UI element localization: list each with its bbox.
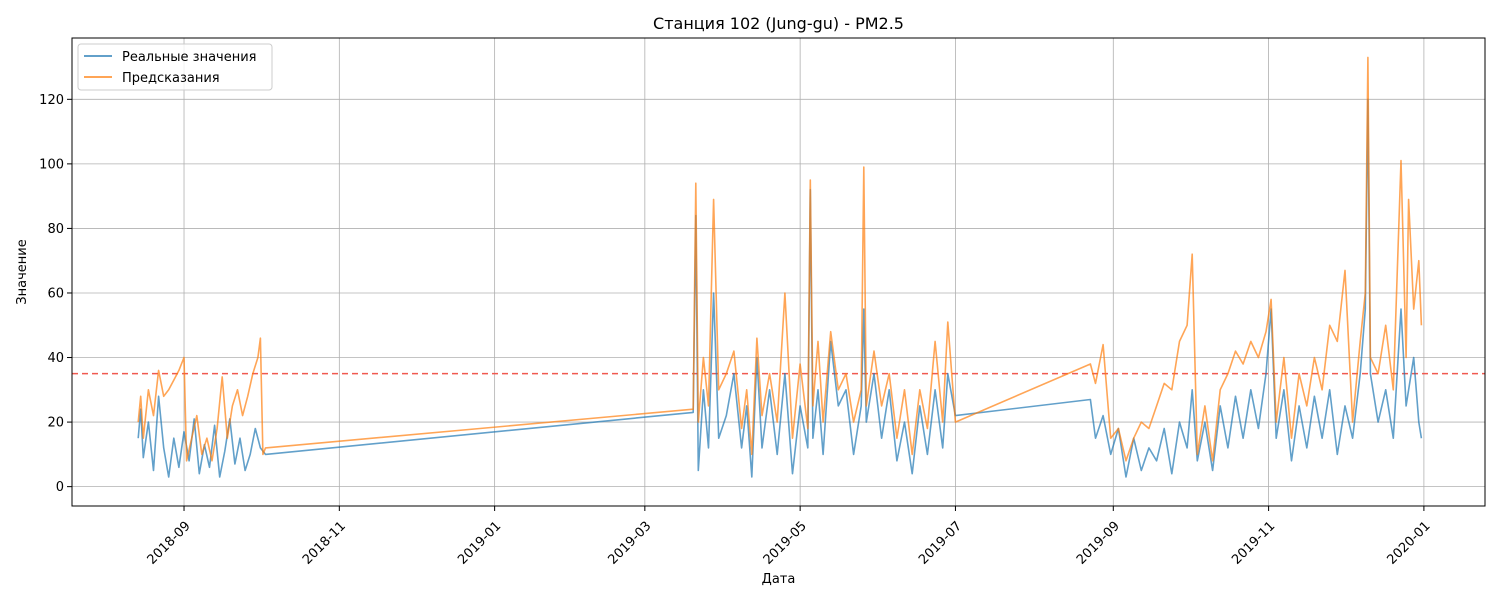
y-tick-label: 40: [47, 351, 64, 366]
y-tick-label: 20: [47, 416, 64, 431]
legend: Реальные значения Предсказания: [77, 43, 273, 91]
chart-title: Станция 102 (Jung-gu) - PM2.5: [653, 14, 904, 33]
y-tick-label: 100: [39, 157, 64, 172]
y-tick-label: 60: [47, 286, 64, 301]
series-line-predicted: [137, 56, 1423, 462]
y-axis-title: Значение: [15, 239, 30, 304]
x-axis-title: Дата: [762, 572, 796, 587]
legend-label-predicted: Предсказания: [122, 71, 220, 86]
grid: [72, 38, 1485, 506]
series-line-real: [137, 98, 1423, 478]
y-tick-label: 0: [56, 480, 64, 495]
y-tick-label: 80: [47, 222, 64, 237]
legend-box: [77, 43, 273, 91]
y-tick-label: 120: [39, 93, 64, 108]
series-group: [137, 56, 1423, 478]
y-axis-ticks: 0 20 40 60 80 100 120: [39, 93, 72, 495]
legend-label-real: Реальные значения: [122, 50, 257, 65]
plot-frame: [71, 37, 1486, 507]
